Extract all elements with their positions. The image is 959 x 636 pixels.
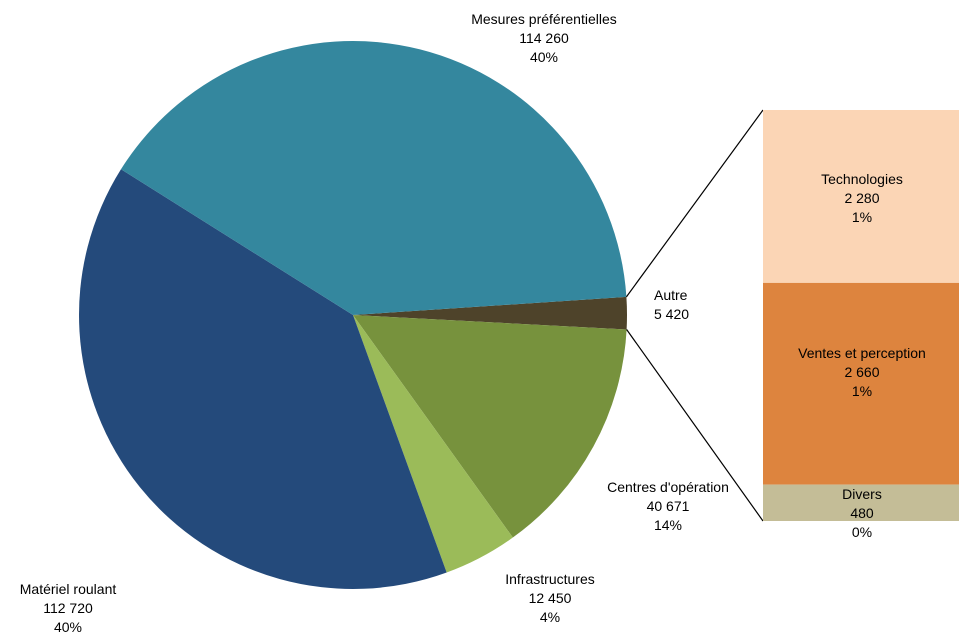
- data-labels: Autre 5 420 Centres d'opération 40 671 14% In…: [20, 11, 926, 635]
- connector-line-top: [625, 109, 764, 298]
- breakdown-bar: [763, 110, 959, 521]
- slice-materiel-roulant-name-label: Matériel roulant: [20, 581, 117, 597]
- slice-infrastructures-percent-label: 4%: [540, 609, 560, 625]
- slice-centres-d-operation-value-label: 40 671: [647, 498, 690, 514]
- segment-ventes-et-perception-percent-label: 1%: [852, 383, 872, 399]
- connector-line-bottom: [626, 329, 764, 522]
- slice-materiel-roulant-percent-label: 40%: [54, 619, 82, 635]
- segment-divers-percent-label: 0%: [852, 524, 872, 540]
- connector-lines: [625, 109, 764, 522]
- segment-ventes-et-perception-name-label: Ventes et perception: [798, 345, 926, 361]
- segment-divers-value-label: 480: [850, 505, 874, 521]
- segment-ventes-et-perception-value-label: 2 660: [844, 364, 879, 380]
- segment-technologies-percent-label: 1%: [852, 209, 872, 225]
- bar-segment-ventes-et-perception: [763, 282, 959, 485]
- slice-centres-d-operation-name-label: Centres d'opération: [607, 479, 729, 495]
- segment-technologies-name-label: Technologies: [821, 171, 903, 187]
- segment-technologies-value-label: 2 280: [844, 190, 879, 206]
- slice-autre-value-label: 5 420: [654, 306, 689, 322]
- slice-mesures-preferentielles-name-label: Mesures préférentielles: [471, 11, 617, 27]
- pie: [79, 41, 628, 589]
- slice-mesures-preferentielles-percent-label: 40%: [530, 49, 558, 65]
- bar-segment-divers: [763, 484, 959, 521]
- pie-slice-centres-d-operation: [353, 315, 627, 538]
- slice-mesures-preferentielles-value-label: 114 260: [519, 30, 569, 46]
- slice-centres-d-operation-percent-label: 14%: [654, 517, 682, 533]
- slice-materiel-roulant-value-label: 112 720: [43, 600, 93, 616]
- slice-infrastructures-name-label: Infrastructures: [505, 571, 594, 587]
- bar-segment-technologies: [763, 110, 959, 283]
- slice-autre-name-label: Autre: [654, 287, 688, 303]
- segment-divers-name-label: Divers: [842, 486, 882, 502]
- pie-slice-materiel-roulant: [79, 169, 447, 589]
- pie-slice-infrastructures: [353, 315, 513, 573]
- slice-infrastructures-value-label: 12 450: [529, 590, 572, 606]
- pie-slice-autre: [353, 296, 628, 330]
- pie-slice-mesures-preferentielles: [120, 41, 627, 316]
